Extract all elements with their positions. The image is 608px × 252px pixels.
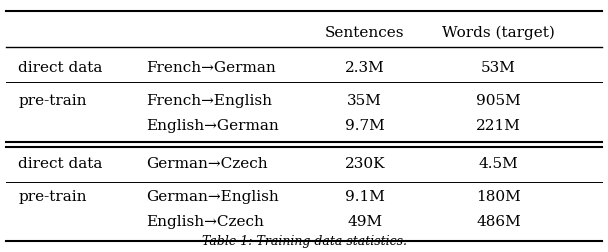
Text: 2.3M: 2.3M — [345, 61, 385, 75]
Text: 486M: 486M — [476, 215, 521, 229]
Text: 49M: 49M — [347, 215, 382, 229]
Text: 9.7M: 9.7M — [345, 119, 385, 133]
Text: 230K: 230K — [345, 157, 385, 171]
Text: English→Czech: English→Czech — [146, 215, 264, 229]
Text: German→English: German→English — [146, 190, 278, 204]
Text: Words (target): Words (target) — [442, 25, 555, 40]
Text: direct data: direct data — [18, 61, 103, 75]
Text: 180M: 180M — [476, 190, 521, 204]
Text: 4.5M: 4.5M — [478, 157, 519, 171]
Text: 9.1M: 9.1M — [345, 190, 385, 204]
Text: German→Czech: German→Czech — [146, 157, 268, 171]
Text: English→German: English→German — [146, 119, 278, 133]
Text: 221M: 221M — [476, 119, 521, 133]
Text: Sentences: Sentences — [325, 26, 404, 40]
Text: direct data: direct data — [18, 157, 103, 171]
Text: French→German: French→German — [146, 61, 275, 75]
Text: pre-train: pre-train — [18, 190, 87, 204]
Text: pre-train: pre-train — [18, 94, 87, 108]
Text: 35M: 35M — [347, 94, 382, 108]
Text: Table 1: Training data statistics.: Table 1: Training data statistics. — [201, 235, 407, 248]
Text: French→English: French→English — [146, 94, 272, 108]
Text: 53M: 53M — [481, 61, 516, 75]
Text: 905M: 905M — [476, 94, 521, 108]
